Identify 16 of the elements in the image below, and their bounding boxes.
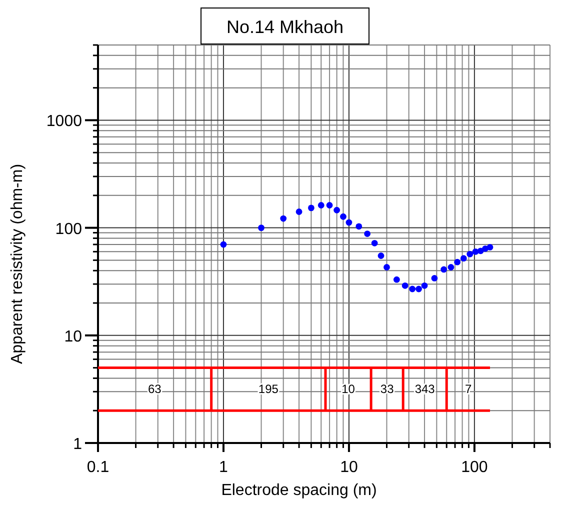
y-tick-label: 1 <box>73 436 82 453</box>
y-tick-label: 1000 <box>46 113 82 130</box>
annotation: 33 <box>380 382 394 396</box>
x-axis-title: Electrode spacing (m) <box>221 482 377 499</box>
x-tick-label: 1 <box>219 459 228 476</box>
chart-title: No.14 Mkhaoh <box>226 17 344 37</box>
x-tick-label: 100 <box>461 459 488 476</box>
y-axis-title: Apparent resistivity (ohm-m) <box>9 164 26 364</box>
y-tick-label: 100 <box>55 220 82 238</box>
annotation: 7 <box>464 382 472 396</box>
annotation: 195 <box>258 382 279 396</box>
x-tick-label: 10 <box>340 459 358 476</box>
x-tick-label: 0.1 <box>86 459 110 476</box>
y-tick-label: 10 <box>64 328 82 346</box>
annotation: 343 <box>414 382 436 396</box>
annotation: 63 <box>148 382 162 396</box>
